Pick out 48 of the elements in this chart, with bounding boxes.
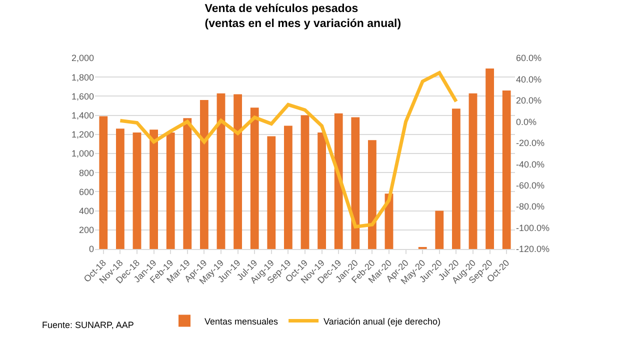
chart-title: Venta de vehículos pesados (ventas en el mes y variación anual) [204, 3, 402, 30]
y-tick-label: 1,200 [71, 130, 94, 140]
bar [351, 117, 360, 249]
y2-tick-label: -20.0% [516, 138, 545, 148]
bar [216, 93, 226, 249]
bar [99, 116, 108, 249]
y-tick-label: 800 [78, 168, 94, 178]
y2-tick-label: 0.0% [516, 116, 537, 127]
y-tick-label: 1,000 [71, 148, 94, 159]
bar [166, 132, 175, 249]
bar [183, 118, 192, 249]
bar [200, 100, 208, 249]
bar [284, 126, 292, 249]
bar [435, 210, 444, 249]
source-note: Fuente: SUNARP, AAP [42, 320, 134, 330]
bar [300, 115, 310, 249]
y2-tick-label: 20.0% [516, 96, 542, 106]
bar [318, 132, 326, 249]
y-tick-label: 1,400 [71, 110, 94, 120]
y-tick-label: 2,000 [71, 53, 94, 64]
y2-tick-label: -40.0% [516, 159, 545, 170]
bar [116, 128, 124, 249]
bar [452, 108, 460, 249]
y-tick-label: 1,800 [71, 72, 94, 82]
y2-tick-label: 40.0% [516, 74, 542, 84]
bar [502, 90, 511, 249]
y-tick-label: 400 [78, 206, 94, 216]
y-tick-label: 1,600 [71, 91, 94, 102]
bar [250, 108, 259, 249]
line-series [118, 71, 458, 228]
legend-label: Ventas mensuales [204, 316, 279, 326]
bar [468, 93, 478, 249]
y-tick-label: 600 [78, 186, 94, 197]
y-tick-label: 200 [78, 225, 94, 236]
y2-tick-label: -100.0% [516, 222, 550, 233]
y2-tick-label: -120.0% [516, 244, 550, 254]
y2-tick-label: -60.0% [516, 180, 545, 190]
bar [132, 132, 142, 249]
legend-label: Variación anual (eje derecho) [324, 316, 440, 326]
y-tick-label: 0 [88, 244, 94, 254]
y2-tick-label: 60.0% [516, 53, 542, 64]
bar [234, 94, 242, 249]
bar [486, 68, 494, 249]
y2-tick-label: -80.0% [516, 202, 545, 212]
bar [368, 140, 376, 249]
bar [334, 113, 343, 249]
bar [150, 130, 158, 249]
bar [267, 136, 276, 249]
